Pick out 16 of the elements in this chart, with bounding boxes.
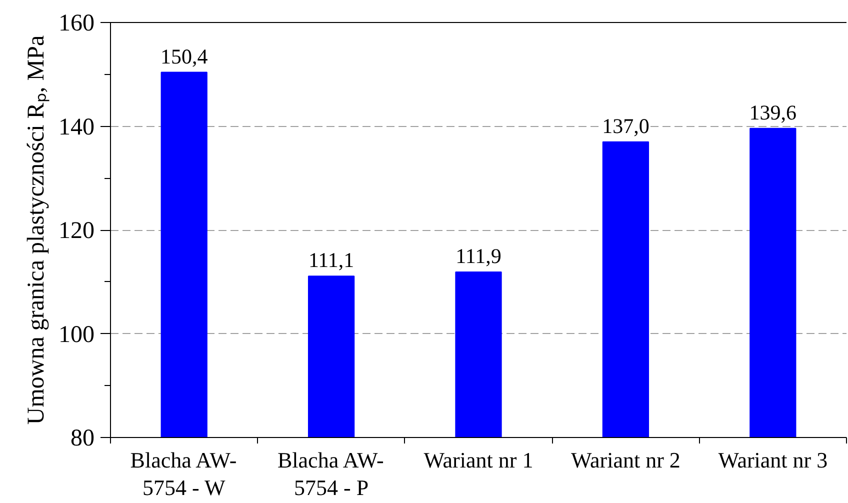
x-tick-label: Blacha AW-5754 - P bbox=[278, 448, 384, 500]
data-label: 111,9 bbox=[456, 244, 502, 268]
x-tick-label: Blacha AW-5754 - W bbox=[130, 448, 237, 500]
x-tick-label: Wariant nr 1 bbox=[424, 448, 534, 472]
x-tick-label: Wariant nr 2 bbox=[570, 448, 680, 472]
y-tick-label: 160 bbox=[58, 10, 94, 36]
y-tick-label: 80 bbox=[70, 426, 94, 452]
data-label: 111,1 bbox=[308, 248, 354, 272]
y-tick-label: 120 bbox=[58, 218, 94, 244]
data-label: 150,4 bbox=[160, 44, 208, 68]
data-label: 137,0 bbox=[602, 114, 650, 138]
y-axis-title: Umowna granica plastyczności Rₚ, MPa bbox=[24, 35, 50, 425]
y-tick-label: 100 bbox=[58, 322, 94, 348]
data-label: 139,6 bbox=[749, 100, 797, 124]
y-tick-label: 140 bbox=[58, 114, 94, 140]
x-tick-label: Wariant nr 3 bbox=[718, 448, 828, 472]
